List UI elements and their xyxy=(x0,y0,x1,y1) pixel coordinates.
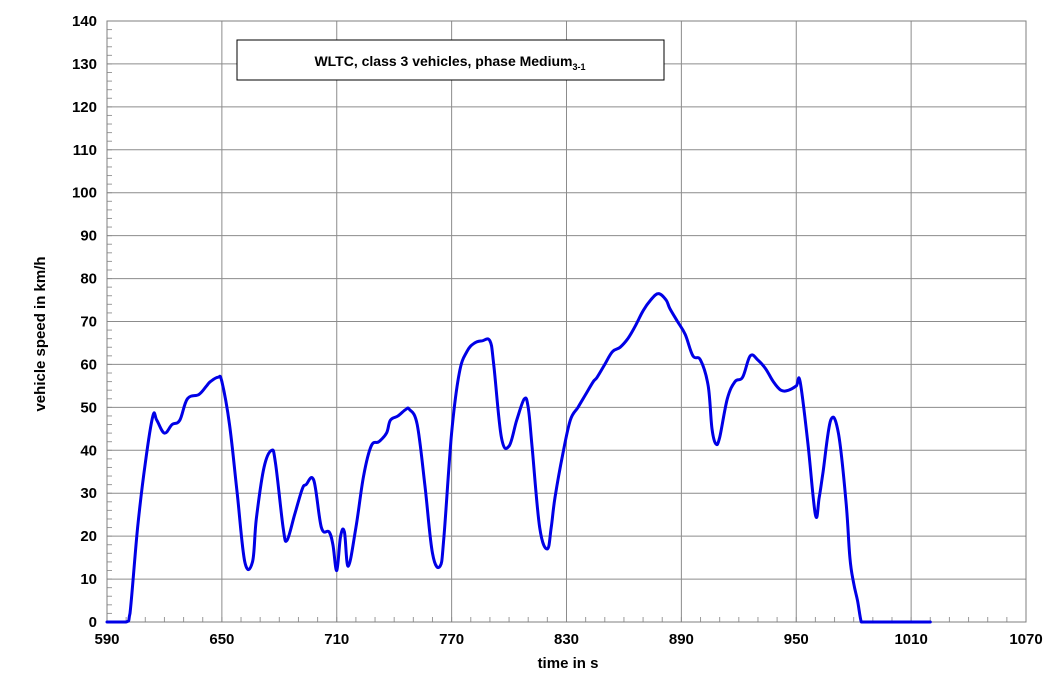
x-tick-label: 710 xyxy=(324,631,349,648)
y-tick-label: 140 xyxy=(72,13,97,30)
y-tick-label: 80 xyxy=(80,271,97,288)
y-tick-label: 120 xyxy=(72,99,97,116)
x-tick-label: 650 xyxy=(209,631,234,648)
chart-title-main: WLTC, class 3 vehicles, phase Medium xyxy=(314,53,572,69)
x-tick-label: 950 xyxy=(784,631,809,648)
y-tick-label: 130 xyxy=(72,56,97,73)
y-tick-label: 10 xyxy=(80,571,97,588)
y-tick-label: 30 xyxy=(80,485,97,502)
y-tick-label: 60 xyxy=(80,356,97,373)
chart-title-subscript: 3-1 xyxy=(573,62,586,72)
y-tick-label: 100 xyxy=(72,185,97,202)
y-tick-label: 70 xyxy=(80,314,97,331)
chart-title-box: WLTC, class 3 vehicles, phase Medium3-1 xyxy=(236,39,665,81)
series-line-vehicle-speed xyxy=(105,292,932,624)
y-tick-label: 110 xyxy=(73,142,97,159)
plot-area-frame xyxy=(106,20,1027,623)
x-tick-label: 1010 xyxy=(894,631,927,648)
y-tick-label: 20 xyxy=(80,528,97,545)
chart-title: WLTC, class 3 vehicles, phase Medium3-1 xyxy=(314,53,585,72)
x-tick-label: 890 xyxy=(669,631,694,648)
y-tick-label: 50 xyxy=(80,399,97,416)
x-axis-tick-labels: 590 650 710 770 830 890 950 1010 1070 xyxy=(94,631,1042,648)
x-tick-label: 590 xyxy=(94,631,119,648)
y-tick-label: 90 xyxy=(80,228,97,245)
x-tick-label: 770 xyxy=(439,631,464,648)
y-axis-title: vehicle speed in km/h xyxy=(32,256,49,411)
y-tick-label: 40 xyxy=(80,442,97,459)
y-axis-tick-labels: 0 10 20 30 40 50 60 70 80 90 100 110 120 130 140 xyxy=(72,13,97,631)
x-tick-label: 1070 xyxy=(1009,631,1042,648)
y-tick-label: 0 xyxy=(89,614,97,631)
title-frame xyxy=(236,39,665,81)
x-tick-label: 830 xyxy=(554,631,579,648)
x-axis-title: time in s xyxy=(538,655,599,672)
